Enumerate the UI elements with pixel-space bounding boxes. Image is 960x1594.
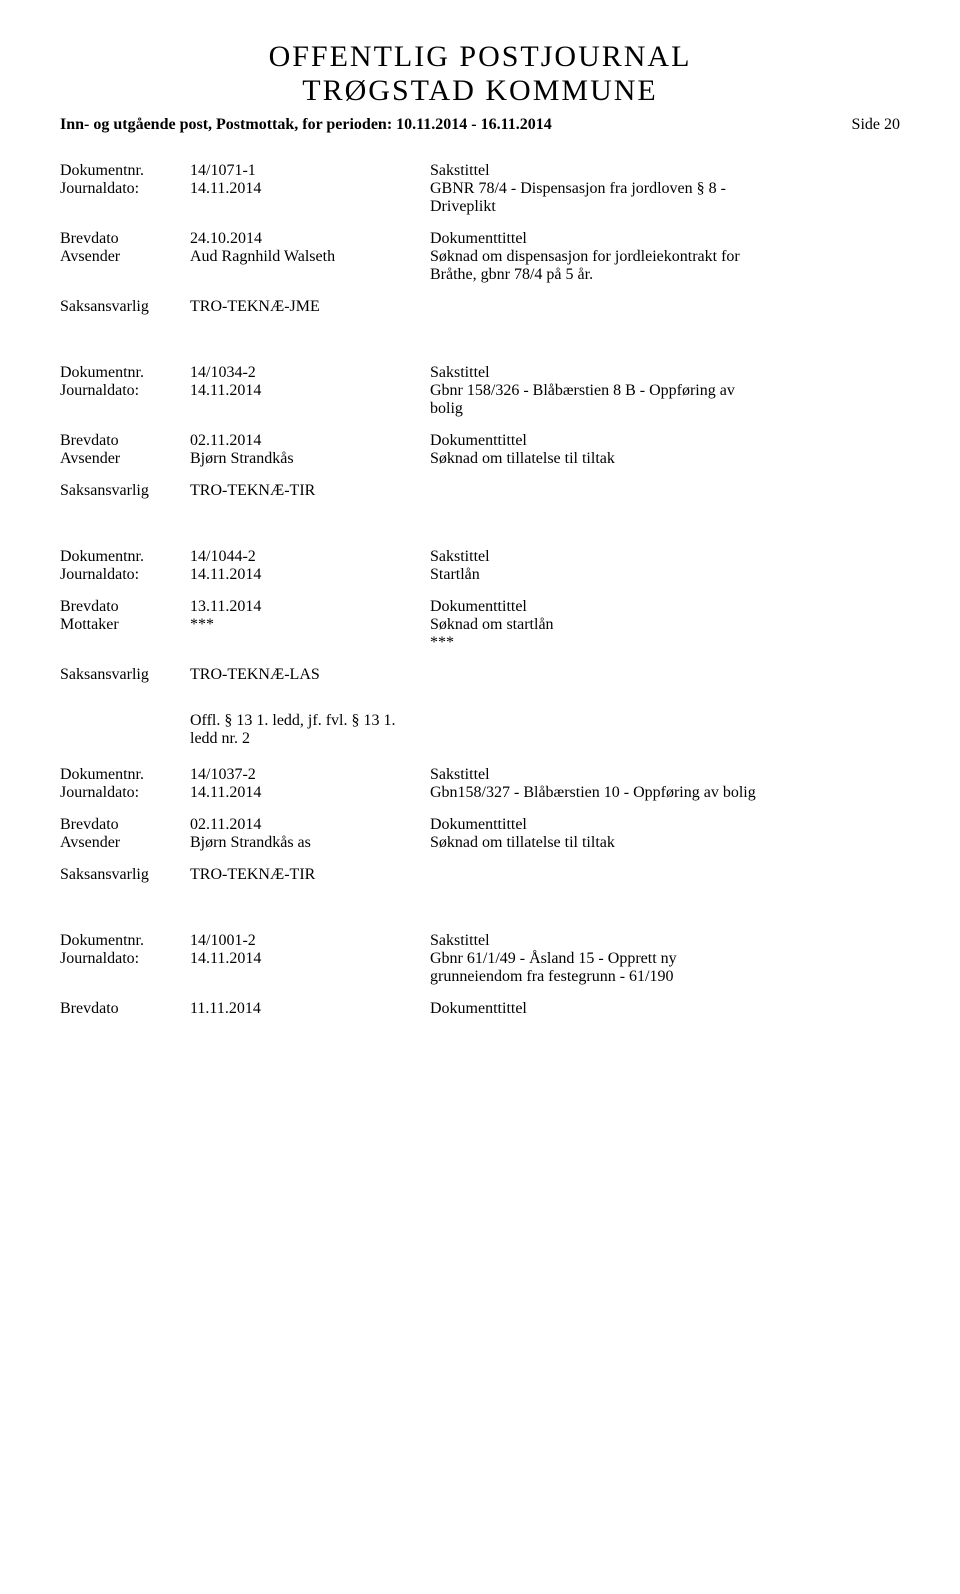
label-sakstittel: Sakstittel	[430, 932, 900, 950]
value-journaldato: 14.11.2014	[190, 950, 430, 968]
label-brevdato: Brevdato	[60, 816, 190, 834]
value-sakstittel: Startlån	[430, 566, 900, 584]
label-sakstittel: Sakstittel	[430, 766, 900, 784]
label-saksansvarlig: Saksansvarlig	[60, 482, 190, 500]
label-journaldato: Journaldato:	[60, 566, 190, 584]
journal-entry: Dokumentnr.14/1071-1Sakstittel Journaldat…	[60, 162, 900, 316]
value-party: Bjørn Strandkås as	[190, 834, 430, 852]
value-sakstittel: Gbnr 158/326 - Blåbærstien 8 B - Oppføri…	[430, 382, 900, 400]
value-brevdato: 02.11.2014	[190, 816, 430, 834]
value-dokumentnr: 14/1034-2	[190, 364, 430, 382]
label-party: Avsender	[60, 450, 190, 468]
label-journaldato: Journaldato:	[60, 382, 190, 400]
value-brevdato: 11.11.2014	[190, 1000, 430, 1018]
label-saksansvarlig: Saksansvarlig	[60, 866, 190, 884]
value-sakstittel-cont: Driveplikt	[430, 198, 900, 216]
label-brevdato: Brevdato	[60, 230, 190, 248]
journal-entry: Dokumentnr.14/1044-2Sakstittel Journaldat…	[60, 548, 900, 748]
value-sakstittel-cont: grunneiendom fra festegrunn - 61/190	[430, 968, 900, 986]
value-doktittel: Søknad om tillatelse til tiltak	[430, 834, 900, 852]
value-dokumentnr: 14/1037-2	[190, 766, 430, 784]
value-party: Aud Ragnhild Walseth	[190, 248, 430, 266]
value-sakstittel: Gbn158/327 - Blåbærstien 10 - Oppføring …	[430, 784, 900, 802]
label-saksansvarlig: Saksansvarlig	[60, 298, 190, 316]
label-brevdato: Brevdato	[60, 598, 190, 616]
label-saksansvarlig: Saksansvarlig	[60, 666, 190, 684]
value-sakstittel: Gbnr 61/1/49 - Åsland 15 - Opprett ny	[430, 950, 900, 968]
label-dokumenttittel: Dokumenttittel	[430, 432, 900, 450]
label-dokumenttittel: Dokumenttittel	[430, 230, 900, 248]
label-dokumenttittel: Dokumenttittel	[430, 1000, 900, 1018]
value-sakstittel-cont: bolig	[430, 400, 900, 418]
label-dokumenttittel: Dokumenttittel	[430, 598, 900, 616]
value-dokumentnr: 14/1071-1	[190, 162, 430, 180]
journal-entry: Dokumentnr.14/1001-2Sakstittel Journaldat…	[60, 932, 900, 1018]
header-line-2: TRØGSTAD KOMMUNE	[60, 74, 900, 108]
value-saksansvarlig: TRO-TEKNÆ-JME	[190, 298, 430, 316]
label-sakstittel: Sakstittel	[430, 364, 900, 382]
label-party: Avsender	[60, 834, 190, 852]
value-saksansvarlig: TRO-TEKNÆ-TIR	[190, 482, 430, 500]
label-journaldato: Journaldato:	[60, 950, 190, 968]
value-party: Bjørn Strandkås	[190, 450, 430, 468]
value-party: ***	[190, 616, 430, 634]
offl-exemption: Offl. § 13 1. ledd, jf. fvl. § 13 1.ledd…	[190, 712, 900, 748]
journal-entry: Dokumentnr.14/1037-2Sakstittel Journaldat…	[60, 766, 900, 884]
label-sakstittel: Sakstittel	[430, 162, 900, 180]
value-dokumentnr: 14/1001-2	[190, 932, 430, 950]
label-dokumentnr: Dokumentnr.	[60, 548, 190, 566]
value-doktittel: Søknad om dispensasjon for jordleiekontr…	[430, 248, 900, 266]
label-dokumentnr: Dokumentnr.	[60, 932, 190, 950]
label-journaldato: Journaldato:	[60, 784, 190, 802]
label-brevdato: Brevdato	[60, 432, 190, 450]
value-saksansvarlig: TRO-TEKNÆ-TIR	[190, 866, 430, 884]
value-doktittel-cont: ***	[430, 634, 900, 652]
value-sakstittel: GBNR 78/4 - Dispensasjon fra jordloven §…	[430, 180, 900, 198]
value-saksansvarlig: TRO-TEKNÆ-LAS	[190, 666, 430, 684]
label-dokumenttittel: Dokumenttittel	[430, 816, 900, 834]
period-label: Inn- og utgående post, Postmottak, for p…	[60, 116, 552, 134]
label-dokumentnr: Dokumentnr.	[60, 766, 190, 784]
subhead-row: Inn- og utgående post, Postmottak, for p…	[60, 116, 900, 134]
value-dokumentnr: 14/1044-2	[190, 548, 430, 566]
value-doktittel-cont: Bråthe, gbnr 78/4 på 5 år.	[430, 266, 900, 284]
page-header: OFFENTLIG POSTJOURNAL TRØGSTAD KOMMUNE	[60, 40, 900, 108]
value-journaldato: 14.11.2014	[190, 382, 430, 400]
header-line-1: OFFENTLIG POSTJOURNAL	[60, 40, 900, 74]
label-dokumentnr: Dokumentnr.	[60, 162, 190, 180]
label-sakstittel: Sakstittel	[430, 548, 900, 566]
value-doktittel: Søknad om startlån	[430, 616, 900, 634]
label-party: Avsender	[60, 248, 190, 266]
value-journaldato: 14.11.2014	[190, 180, 430, 198]
value-brevdato: 13.11.2014	[190, 598, 430, 616]
value-brevdato: 02.11.2014	[190, 432, 430, 450]
journal-entry: Dokumentnr.14/1034-2Sakstittel Journaldat…	[60, 364, 900, 500]
value-doktittel: Søknad om tillatelse til tiltak	[430, 450, 900, 468]
label-dokumentnr: Dokumentnr.	[60, 364, 190, 382]
label-brevdato: Brevdato	[60, 1000, 190, 1018]
label-party: Mottaker	[60, 616, 190, 634]
value-brevdato: 24.10.2014	[190, 230, 430, 248]
value-journaldato: 14.11.2014	[190, 784, 430, 802]
label-journaldato: Journaldato:	[60, 180, 190, 198]
page-number: Side 20	[852, 116, 900, 134]
value-journaldato: 14.11.2014	[190, 566, 430, 584]
